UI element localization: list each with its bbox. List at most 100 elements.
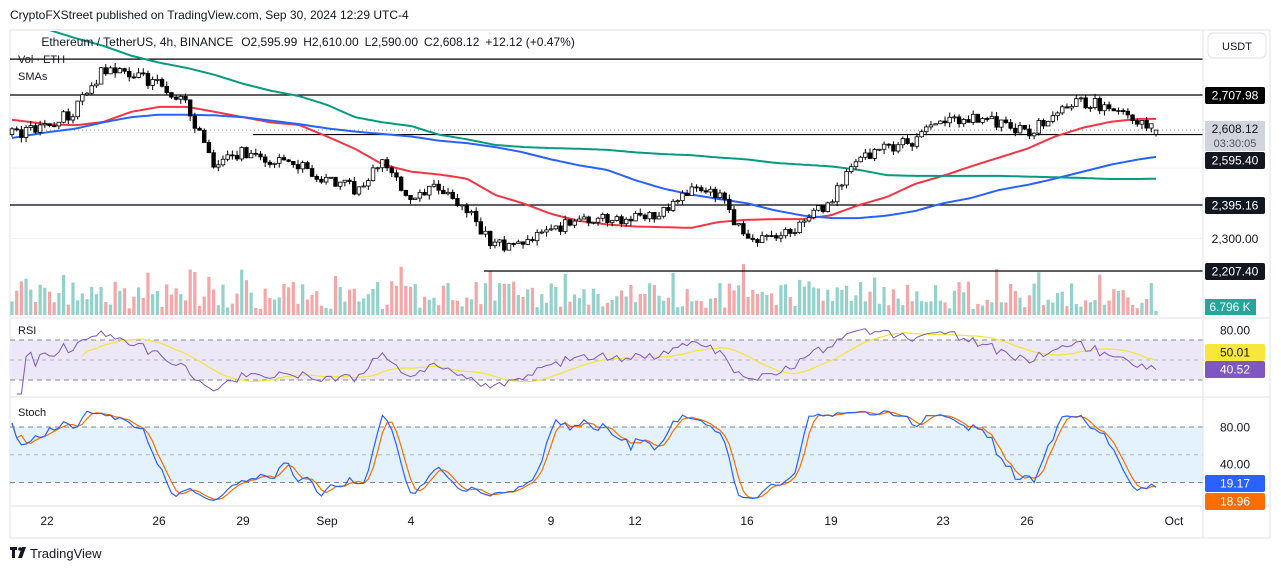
candle [572, 218, 577, 229]
candle [281, 154, 287, 161]
volume-bar [563, 273, 567, 315]
stoch-legend[interactable]: Stoch [18, 407, 46, 419]
candle [970, 110, 976, 126]
volume-bar [15, 290, 19, 315]
candle [1045, 120, 1051, 127]
candle [56, 121, 62, 130]
volume-bar [540, 294, 544, 315]
volume-bar [784, 284, 788, 315]
volume-bar [474, 282, 478, 315]
volume-bar [1065, 306, 1069, 315]
candle [628, 215, 634, 226]
volume-bar [197, 305, 202, 315]
candle [103, 64, 108, 76]
candle [33, 123, 38, 134]
price-axis[interactable]: 2,300.00 2,707.98 2,608.12 03:30:05 2,595.40… [1205, 87, 1265, 510]
candle [914, 133, 920, 149]
volume-bar [741, 264, 746, 315]
volume-bar [66, 304, 70, 315]
volume-bar [708, 298, 713, 315]
tradingview-logo[interactable]: TradingView [10, 546, 102, 561]
candle [122, 67, 127, 74]
time-tick-label: 26 [152, 514, 166, 528]
horizontal-levels[interactable] [10, 58, 1203, 272]
symbol-legend: Ethereum / TetherUS, 4h, BINANCE O2,595.9… [18, 35, 575, 419]
candle [1069, 104, 1074, 111]
volume-bar [826, 289, 830, 315]
candle [511, 242, 516, 248]
candle [23, 125, 29, 143]
candle [806, 213, 812, 223]
candle [811, 207, 816, 220]
volume-bar [207, 276, 211, 315]
candle [980, 117, 985, 125]
candle [994, 111, 999, 131]
volume-bar [343, 301, 347, 315]
volume-bar [1074, 304, 1078, 315]
volume-bar [1027, 295, 1032, 315]
volume-bar [160, 306, 164, 315]
candle [614, 214, 620, 222]
candle [375, 166, 380, 172]
volume-bar [422, 296, 427, 315]
candle [450, 189, 455, 200]
volume-bar [315, 291, 319, 315]
time-axis[interactable]: 22 26 29 Sep 4 9 12 16 19 23 26 Oct [40, 514, 1184, 528]
sma-legend[interactable]: SMAs [18, 71, 48, 83]
volume-bar [727, 283, 731, 315]
volume-bar [282, 283, 286, 315]
volume-bar [662, 300, 666, 315]
volume-bar [385, 304, 389, 315]
volume-bar [601, 306, 605, 315]
candle [689, 183, 695, 197]
volume-bar [835, 287, 839, 315]
candle [717, 189, 723, 200]
candle [1036, 117, 1041, 136]
candle [1017, 121, 1023, 134]
volume-bar [244, 280, 249, 315]
candle [159, 77, 165, 88]
candle [952, 114, 957, 122]
volume-bar [376, 282, 380, 315]
volume-bar [57, 293, 61, 315]
candle [1060, 104, 1065, 116]
currency-button[interactable]: USDT [1207, 32, 1267, 59]
candle [975, 113, 981, 123]
volume-bar [1013, 290, 1017, 315]
volume-bar [910, 301, 914, 315]
countdown: 03:30:05 [1214, 138, 1257, 150]
candle [37, 120, 43, 136]
time-tick-label: 4 [408, 514, 415, 528]
rsi-ma-value: 50.01 [1205, 344, 1265, 361]
candle [262, 154, 268, 168]
candle [497, 239, 502, 247]
volume-bar [136, 287, 141, 315]
candle [413, 197, 418, 201]
volume-legend[interactable]: Vol · ETH [18, 54, 65, 66]
candle [9, 127, 15, 137]
rsi-legend[interactable]: RSI [18, 325, 36, 337]
candle [534, 229, 540, 246]
change-value: +12.12 (+0.47%) [485, 35, 574, 49]
time-tick-label: 19 [824, 514, 838, 528]
volume-bar [530, 287, 535, 315]
volume-bar [230, 303, 234, 315]
volume-bar [169, 294, 174, 315]
volume-bar [272, 299, 277, 315]
volume-bar [29, 289, 33, 315]
volume-bar [812, 287, 816, 315]
volume-value-label: 6.796 K [1205, 299, 1256, 315]
candle [548, 224, 554, 232]
volume-bar [1046, 299, 1050, 315]
volume-bar [1116, 290, 1121, 315]
candle [1050, 111, 1056, 124]
volume-bar [488, 270, 492, 315]
candle [863, 148, 868, 160]
candle [956, 114, 962, 128]
volume-bar [122, 288, 127, 315]
volume-bar [905, 284, 910, 315]
volume-bar [516, 295, 520, 315]
volume-bar [413, 284, 417, 315]
candle [19, 125, 24, 143]
candle [89, 82, 94, 95]
